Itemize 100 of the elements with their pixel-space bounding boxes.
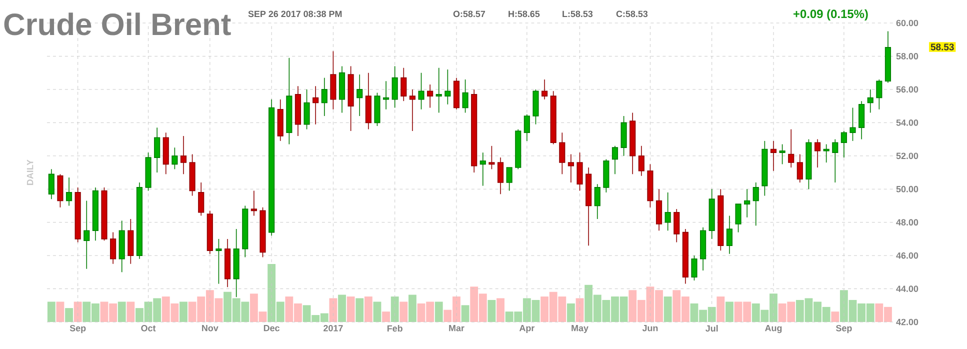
- candlestick: [497, 157, 504, 194]
- bar: [329, 298, 338, 322]
- bar: [364, 296, 372, 322]
- candlestick: [682, 228, 688, 284]
- candlestick: [180, 136, 187, 175]
- candlestick: [770, 140, 777, 172]
- candlestick: [338, 66, 346, 114]
- bar: [488, 300, 496, 322]
- candlestick: [216, 238, 222, 284]
- candlestick: [312, 86, 319, 125]
- text: +0.09 (0.15%): [794, 9, 868, 20]
- x-tick-label: May: [572, 324, 588, 334]
- x-tick-label: Dec: [264, 324, 280, 332]
- candlestick: [154, 127, 160, 173]
- bar: [180, 302, 188, 322]
- x-tick-label: Oct: [141, 324, 156, 332]
- bar: [65, 308, 73, 322]
- candlestick: [471, 89, 478, 173]
- candlestick: [594, 184, 600, 220]
- bar: [118, 302, 126, 322]
- y-tick-label: 60.00: [896, 20, 918, 26]
- candlestick: [286, 57, 292, 145]
- text: C:58.53: [616, 10, 648, 18]
- bar: [346, 296, 355, 322]
- text: O:58.57: [453, 10, 486, 18]
- candlestick: [832, 138, 838, 183]
- candlestick: [330, 50, 336, 110]
- bar: [576, 298, 584, 322]
- x-tick-label: Feb: [387, 324, 402, 332]
- x-tick-label: Sep: [836, 324, 852, 334]
- candlestick: [365, 72, 372, 130]
- bar: [716, 296, 725, 322]
- candlestick: [726, 215, 733, 254]
- chart-title: Crude Oil Brent: [4, 12, 231, 36]
- candlestick: [427, 84, 434, 108]
- candlestick: [752, 182, 759, 226]
- candlestick: [700, 226, 706, 271]
- candlestick: [321, 77, 328, 116]
- candlestick: [136, 182, 143, 260]
- bar: [496, 298, 504, 322]
- candlestick: [638, 146, 644, 176]
- x-tick-label: Aug: [764, 324, 782, 334]
- bar: [382, 312, 390, 322]
- candlestick: [110, 232, 116, 264]
- bar: [566, 303, 575, 322]
- x-tick-label: Jul: [706, 324, 718, 332]
- text: H:58.65: [508, 10, 540, 18]
- candlestick: [867, 89, 874, 114]
- candlestick: [453, 77, 460, 110]
- candlestick: [436, 67, 442, 114]
- candlestick: [382, 80, 390, 110]
- candlestick: [656, 188, 662, 232]
- candlestick: [409, 89, 416, 132]
- bar: [664, 296, 672, 322]
- bar: [400, 302, 408, 322]
- candlestick: [480, 152, 486, 186]
- candlestick: [788, 128, 794, 168]
- bar: [47, 302, 56, 322]
- bar: [56, 302, 64, 322]
- candlestick: [400, 67, 407, 102]
- candlestick: [674, 208, 680, 243]
- bar: [338, 294, 346, 322]
- x-tick-label: Sep: [70, 324, 86, 334]
- candlestick: [294, 86, 302, 136]
- candlestick: [206, 210, 213, 254]
- candlestick: [418, 72, 424, 110]
- candlestick: [198, 182, 204, 216]
- candlestick: [162, 132, 169, 175]
- candlestick: [524, 114, 530, 142]
- candlestick: [858, 100, 865, 140]
- candlestick: [541, 79, 548, 100]
- text: L:58.53: [562, 10, 593, 18]
- y-tick-label: 48.00: [896, 219, 918, 226]
- x-tick-label: Jun: [642, 324, 658, 332]
- candlestick: [568, 154, 574, 183]
- candlestick: [814, 138, 821, 168]
- candlestick: [92, 187, 98, 242]
- candlestick: [630, 112, 636, 175]
- x-tick-label: Nov: [202, 324, 218, 332]
- x-tick-label: 2017: [324, 324, 343, 332]
- candlestick: [796, 154, 803, 183]
- x-tick-label: Apr: [519, 324, 535, 334]
- candlestick: [250, 190, 257, 216]
- y-tick-label: 50.00: [896, 186, 918, 192]
- candlestick: [840, 130, 847, 158]
- candlestick: [224, 238, 231, 288]
- y-tick-label: 56.00: [896, 86, 918, 93]
- bar: [126, 302, 135, 322]
- bar: [434, 302, 443, 322]
- candlestick: [559, 132, 566, 175]
- y-tick-label: 44.00: [896, 286, 918, 292]
- candlestick: [277, 99, 284, 142]
- bar: [726, 302, 734, 322]
- y-tick-label: 46.00: [896, 252, 918, 259]
- candlestick: [268, 99, 275, 236]
- y-tick-label: 42.00: [896, 318, 918, 326]
- candlestick: [118, 220, 125, 273]
- candlestick: [48, 168, 54, 200]
- candlestick: [66, 177, 72, 206]
- y-axis-title: DAILY: [26, 160, 34, 185]
